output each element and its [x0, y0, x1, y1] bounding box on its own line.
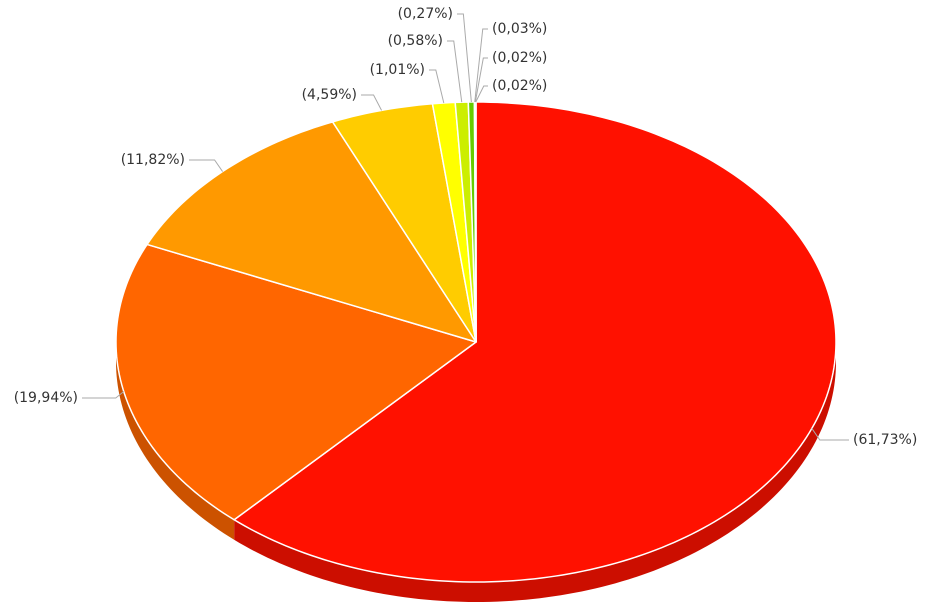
data-label: (0,58%) — [388, 33, 443, 49]
data-label: (0,27%) — [398, 6, 453, 22]
leader-line — [457, 13, 472, 103]
data-label: (0,02%) — [492, 50, 547, 66]
data-label: (61,73%) — [853, 432, 917, 448]
data-label: (19,94%) — [14, 390, 78, 406]
data-label: (0,03%) — [492, 21, 547, 37]
leader-line — [447, 40, 463, 103]
leader-line — [474, 57, 488, 103]
pie-slice — [331, 103, 477, 343]
data-label: (4,59%) — [302, 87, 357, 103]
data-label: (0,02%) — [492, 78, 547, 94]
leader-line — [429, 69, 445, 104]
pie-slice-side — [116, 342, 235, 540]
leader-line — [811, 428, 849, 441]
leader-line — [474, 28, 488, 103]
pie-slice — [115, 243, 477, 521]
data-label: (11,82%) — [121, 152, 185, 168]
leader-line — [82, 391, 125, 399]
leader-line — [475, 85, 488, 103]
leader-line — [189, 159, 223, 172]
pie-slice — [146, 121, 477, 343]
leader-line — [361, 94, 383, 111]
data-label: (1,01%) — [370, 62, 425, 78]
